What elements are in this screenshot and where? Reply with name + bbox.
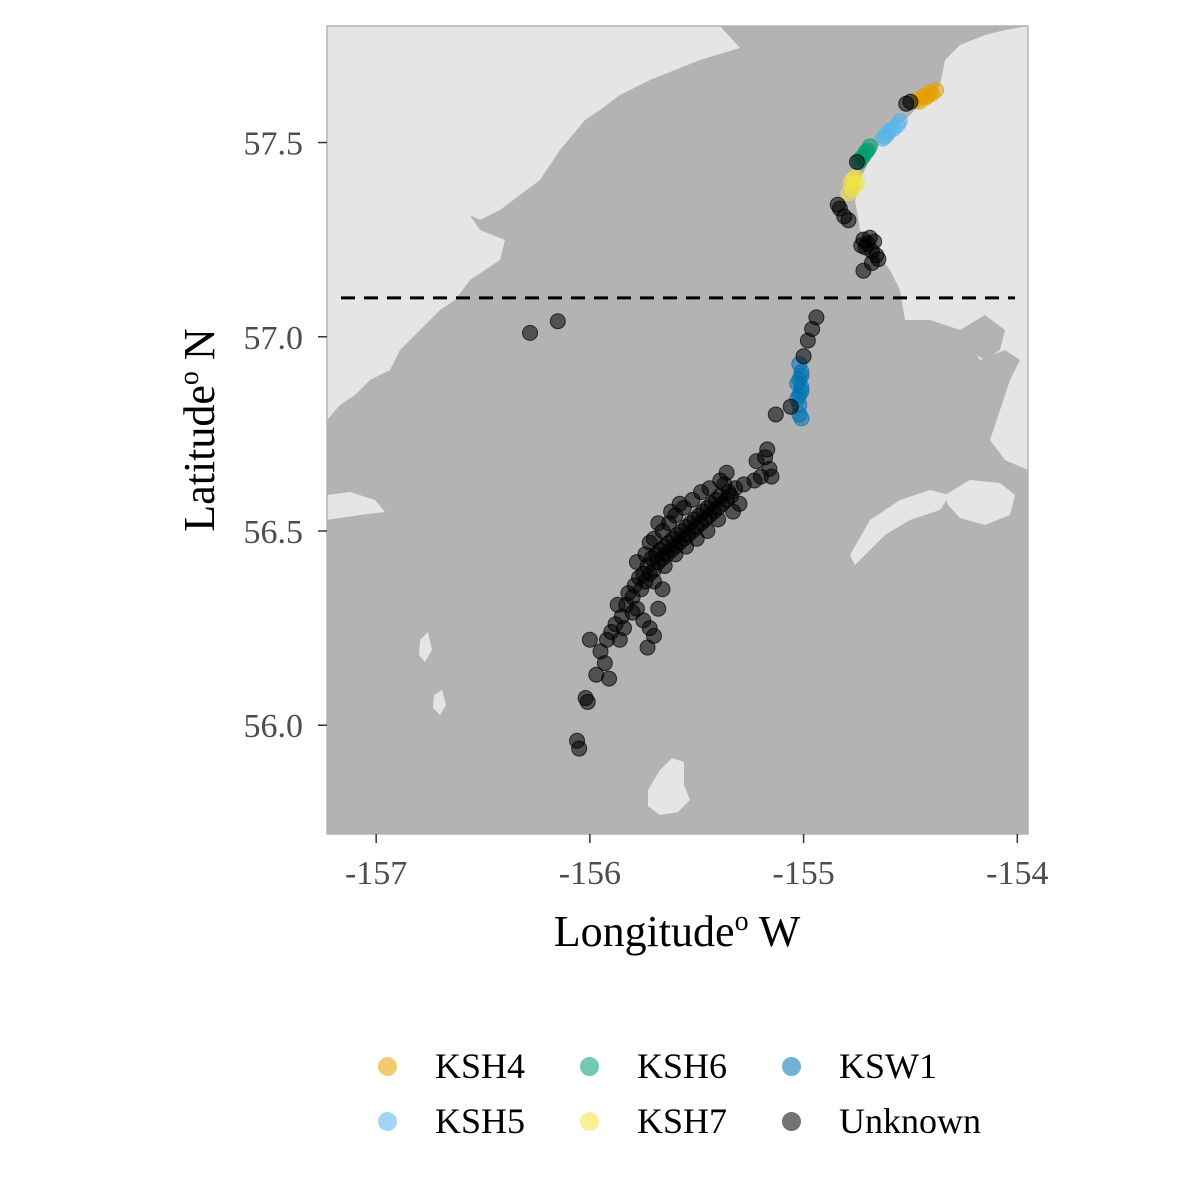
legend-item-ksw1: KSW1 bbox=[782, 1046, 937, 1086]
legend-label: KSH6 bbox=[637, 1046, 728, 1086]
data-point bbox=[637, 546, 654, 563]
legend-item-ksh5: KSH5 bbox=[378, 1101, 525, 1141]
legend-label: Unknown bbox=[839, 1101, 981, 1141]
data-point bbox=[626, 577, 643, 594]
series-ksw1 bbox=[789, 355, 810, 427]
legend-label: KSW1 bbox=[839, 1046, 937, 1086]
legend-marker bbox=[580, 1056, 599, 1076]
legend-marker bbox=[782, 1056, 801, 1076]
data-point bbox=[902, 93, 919, 110]
data-point bbox=[577, 690, 594, 707]
kodiak-island bbox=[855, 26, 1028, 470]
data-point bbox=[767, 406, 784, 423]
data-point bbox=[793, 410, 810, 427]
data-point bbox=[688, 530, 705, 547]
data-point bbox=[678, 538, 695, 555]
data-point bbox=[596, 655, 613, 672]
data-point bbox=[855, 262, 872, 279]
data-point bbox=[667, 546, 684, 563]
legend-marker bbox=[378, 1056, 397, 1076]
data-point bbox=[650, 600, 667, 617]
data-point bbox=[609, 596, 626, 613]
legend-item-ksh6: KSH6 bbox=[580, 1046, 727, 1086]
y-tick-label: 56.0 bbox=[244, 708, 304, 745]
data-point bbox=[549, 313, 566, 330]
small-islet-a bbox=[419, 632, 432, 662]
west-islet bbox=[327, 492, 385, 520]
small-islet-b bbox=[433, 690, 446, 715]
series-ksh4 bbox=[908, 82, 945, 110]
legend-marker bbox=[580, 1111, 599, 1131]
data-point bbox=[710, 511, 727, 528]
x-axis-title: Longitudeo W bbox=[554, 906, 801, 956]
data-point bbox=[853, 237, 870, 254]
legend-item-unknown: Unknown bbox=[782, 1101, 981, 1141]
data-point bbox=[876, 128, 893, 145]
y-tick-label: 57.5 bbox=[244, 126, 304, 163]
series-ksh5 bbox=[874, 113, 908, 147]
data-point bbox=[919, 87, 936, 104]
chirikof-shelf-island bbox=[850, 490, 950, 565]
x-tick-label: -156 bbox=[559, 855, 621, 892]
data-point bbox=[763, 468, 780, 485]
data-point bbox=[782, 398, 799, 415]
data-point bbox=[522, 324, 539, 341]
data-point bbox=[844, 171, 861, 188]
data-point bbox=[656, 557, 673, 574]
data-point bbox=[654, 581, 671, 598]
data-point bbox=[616, 620, 633, 637]
data-point bbox=[731, 495, 748, 512]
x-tick-label: -154 bbox=[986, 855, 1048, 892]
data-point bbox=[799, 332, 816, 349]
data-point bbox=[701, 480, 718, 497]
panel-border bbox=[326, 25, 1029, 835]
data-point bbox=[581, 631, 598, 648]
legend-item-ksh7: KSH7 bbox=[580, 1101, 727, 1141]
y-tick-label: 56.5 bbox=[244, 514, 304, 551]
series-unknown bbox=[522, 93, 919, 757]
south-island bbox=[648, 758, 690, 815]
legend-label: KSH5 bbox=[435, 1101, 526, 1141]
data-point bbox=[699, 523, 716, 539]
data-point bbox=[840, 212, 857, 229]
legend-label: KSH4 bbox=[435, 1046, 526, 1086]
kodiak-inlet bbox=[960, 315, 1005, 360]
legend-marker bbox=[378, 1111, 397, 1131]
data-point bbox=[588, 666, 605, 683]
legend-marker bbox=[782, 1111, 801, 1131]
data-point bbox=[571, 740, 588, 757]
data-point bbox=[793, 367, 810, 384]
series-ksh7 bbox=[840, 169, 866, 202]
east-small-island bbox=[945, 480, 1015, 525]
data-point bbox=[849, 153, 866, 170]
y-tick-label: 57.0 bbox=[244, 320, 304, 357]
data-point bbox=[795, 348, 812, 365]
data-point bbox=[628, 600, 645, 617]
y-axis-title: Latitudeo N bbox=[174, 328, 224, 531]
x-tick-label: -155 bbox=[772, 855, 834, 892]
legend: KSH4 KSH5 KSH6 KSH7 KSW1 Unknown bbox=[378, 1046, 1038, 1156]
legend-label: KSH7 bbox=[637, 1101, 728, 1141]
data-point bbox=[639, 639, 656, 656]
legend-item-ksh4: KSH4 bbox=[378, 1046, 525, 1086]
x-tick-label: -157 bbox=[345, 855, 407, 892]
mainland-northwest bbox=[327, 26, 740, 420]
data-point bbox=[829, 196, 846, 213]
data-point bbox=[718, 464, 735, 481]
data-point bbox=[748, 453, 765, 470]
